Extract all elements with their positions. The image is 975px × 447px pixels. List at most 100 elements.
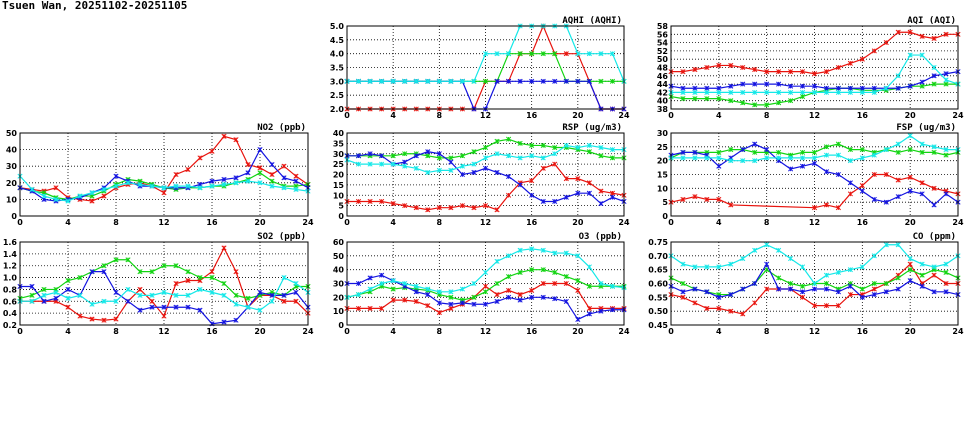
data-point: [173, 292, 179, 298]
x-tick-label: 24: [302, 327, 314, 336]
data-point: [728, 98, 734, 104]
data-point: [835, 289, 841, 295]
data-point: [799, 283, 806, 289]
y-tick-label: 0.55: [648, 293, 668, 302]
data-point: [835, 152, 841, 158]
data-point: [197, 155, 203, 161]
y-tick-label: 10: [657, 184, 669, 193]
x-tick-label: 24: [952, 111, 964, 120]
data-point: [752, 149, 758, 155]
data-point: [413, 298, 419, 305]
data-point: [390, 200, 396, 207]
data-point: [355, 153, 362, 159]
data-point: [575, 278, 581, 284]
data-point: [269, 292, 275, 298]
data-point: [859, 147, 865, 153]
x-tick-label: 4: [390, 218, 396, 227]
data-point: [471, 280, 477, 287]
data-point: [448, 159, 454, 165]
data-point: [281, 185, 287, 191]
x-tick-label: 12: [809, 327, 820, 336]
data-point: [506, 136, 512, 142]
data-point: [919, 79, 925, 85]
series-green: [344, 267, 627, 303]
x-tick-label: 4: [716, 218, 722, 227]
data-point: [609, 147, 616, 153]
data-point: [883, 199, 889, 205]
data-point: [257, 170, 263, 176]
y-tick-label: 60: [333, 238, 345, 247]
data-point: [517, 140, 523, 146]
data-point: [752, 247, 758, 253]
data-point: [609, 51, 616, 57]
data-point: [269, 298, 275, 304]
data-point: [598, 200, 604, 207]
y-tick-label: 25: [657, 143, 669, 152]
data-point: [53, 185, 59, 191]
data-point: [788, 155, 794, 161]
data-point: [529, 246, 535, 252]
data-point: [823, 303, 830, 309]
data-point: [943, 269, 949, 275]
x-tick-label: 12: [809, 218, 820, 227]
data-point: [293, 280, 299, 287]
data-point: [764, 261, 770, 267]
data-point: [185, 166, 191, 173]
x-tick-label: 20: [905, 111, 917, 120]
x-tick-label: 16: [857, 111, 869, 120]
series-cyan: [668, 52, 961, 95]
data-point: [895, 177, 901, 183]
data-point: [379, 305, 385, 311]
data-point: [209, 148, 215, 154]
data-point: [680, 85, 686, 91]
data-point: [425, 292, 431, 298]
data-point: [704, 64, 710, 71]
data-point: [764, 102, 770, 108]
x-tick-label: 16: [206, 218, 218, 227]
data-point: [740, 256, 746, 262]
y-tick-label: 0.65: [648, 266, 668, 275]
data-point: [692, 149, 698, 155]
data-point: [233, 175, 239, 181]
chart-o3: 0 10 20 30 40 50 60 0 4 8 12 16 20 24 O3 (ppb): [333, 232, 630, 336]
data-point: [281, 163, 287, 169]
data-point: [471, 294, 477, 300]
data-point: [895, 275, 901, 281]
data-point: [269, 161, 275, 168]
data-point: [506, 192, 512, 198]
data-point: [269, 178, 275, 184]
data-point: [692, 89, 698, 95]
x-tick-label: 20: [572, 111, 584, 120]
data-point: [506, 253, 512, 259]
data-point: [390, 153, 396, 159]
data-point: [776, 100, 782, 106]
y-tick-label: 20: [657, 157, 669, 166]
y-tick-label: 20: [333, 171, 345, 180]
data-point: [823, 85, 830, 91]
chart-title: CO (ppm): [913, 232, 956, 242]
y-tick-label: 3.5: [330, 64, 345, 73]
data-point: [390, 161, 396, 167]
data-point: [740, 64, 746, 71]
series-cyan: [344, 142, 627, 175]
data-point: [529, 51, 535, 57]
data-point: [575, 316, 581, 323]
data-point: [221, 133, 227, 139]
data-point: [540, 247, 546, 253]
data-point: [883, 85, 889, 91]
data-point: [41, 292, 47, 298]
data-point: [752, 89, 758, 95]
data-point: [209, 178, 215, 184]
data-point: [586, 305, 592, 311]
data-point: [692, 85, 698, 91]
data-point: [482, 301, 489, 307]
data-point: [482, 269, 489, 275]
data-point: [113, 298, 119, 304]
data-point: [517, 247, 523, 253]
data-point: [552, 250, 558, 256]
data-point: [137, 269, 143, 275]
chart-title: NO2 (ppb): [257, 123, 306, 133]
data-point: [704, 85, 710, 91]
data-point: [563, 280, 569, 287]
